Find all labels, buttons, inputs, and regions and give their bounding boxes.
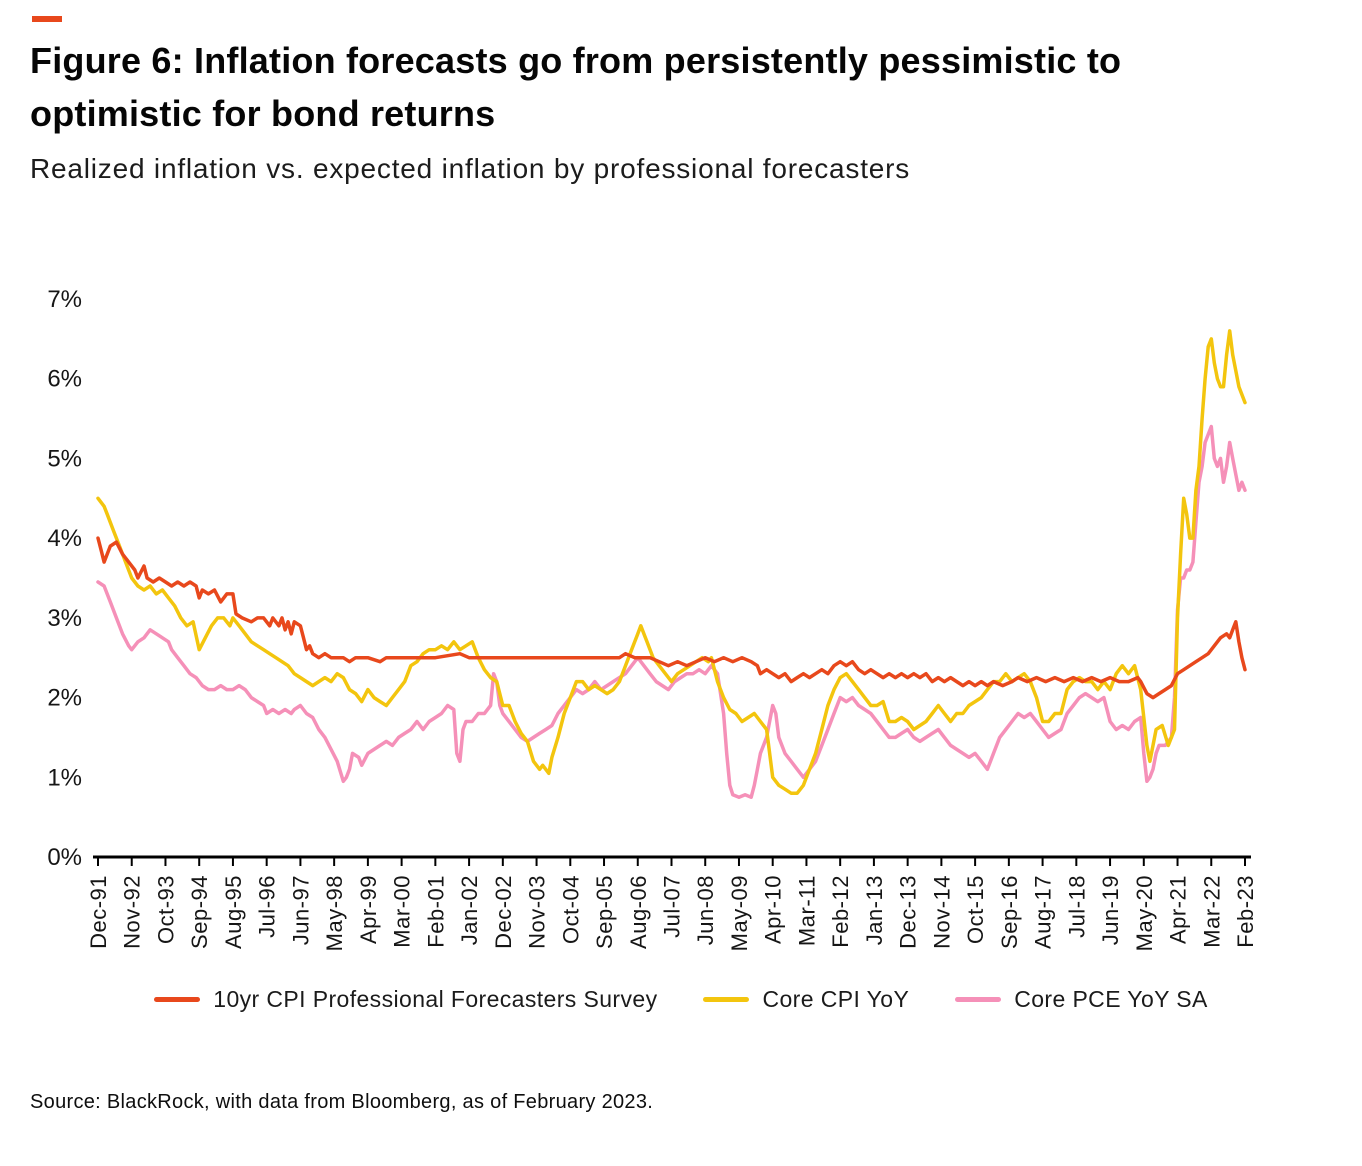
- x-axis-label: Jul-07: [660, 875, 685, 938]
- inflation-line-chart: 0% 1% 2% 3% 4% 5% 6% 7% Dec-91 Nov-92 Oct-93 Sep-94…: [30, 273, 1332, 978]
- x-axis-label: Aug-06: [626, 875, 651, 949]
- accent-bar: [32, 16, 62, 22]
- x-axis-label: Jul-18: [1064, 875, 1089, 938]
- y-axis-label: 5%: [47, 445, 82, 472]
- legend-item-core-cpi: Core CPI YoY: [703, 986, 909, 1013]
- y-axis-label: 3%: [47, 604, 82, 631]
- legend-swatch-core-pce: [955, 996, 1002, 1002]
- x-axis-label: May-20: [1132, 875, 1157, 951]
- x-axis-label: Feb-23: [1233, 875, 1258, 948]
- source-note: Source: BlackRock, with data from Bloomb…: [30, 1090, 654, 1113]
- legend-item-core-pce: Core PCE YoY SA: [955, 986, 1208, 1013]
- x-axis-label: Mar-00: [390, 875, 415, 948]
- x-axis-label: Oct-93: [153, 875, 178, 944]
- legend-swatch-core-cpi: [703, 996, 750, 1002]
- figure-title: Figure 6: Inflation forecasts go from pe…: [30, 40, 1122, 135]
- x-axis-label: Jun-19: [1098, 875, 1123, 945]
- x-axis-label: Nov-14: [929, 875, 954, 949]
- y-axis-label: 4%: [47, 525, 82, 552]
- x-axis-label: Sep-16: [997, 875, 1022, 949]
- x-axis-label: Nov-03: [525, 875, 550, 949]
- y-axis-label: 6%: [47, 365, 82, 392]
- x-axis-label: Feb-12: [828, 875, 853, 948]
- x-axis-label: Mar-22: [1199, 875, 1224, 948]
- x-axis-label: Oct-15: [963, 875, 988, 944]
- x-axis-label: Dec-13: [896, 875, 921, 949]
- x-axis-label: Oct-04: [558, 875, 583, 944]
- x-axis-label: May-09: [727, 875, 752, 951]
- legend-swatch-forecast-survey: [154, 996, 201, 1002]
- x-axis-label: Jun-97: [288, 875, 313, 945]
- x-axis-label: Mar-11: [794, 875, 819, 946]
- x-axis-label: Apr-99: [356, 875, 381, 944]
- legend-label-forecast-survey: 10yr CPI Professional Forecasters Survey: [213, 985, 658, 1012]
- report-figure-page: Figure 6: Inflation forecasts go from pe…: [30, 16, 1332, 1113]
- x-axis-label: Nov-92: [120, 875, 145, 949]
- x-axis-label: Aug-95: [221, 875, 246, 949]
- x-axis-label: Apr-21: [1166, 875, 1191, 944]
- series-line-core-pce-yoy-sa: [96, 424, 1247, 799]
- x-axis-label: Aug-17: [1031, 875, 1056, 949]
- series-line-10yr-cpi-professional-forecasters-survey: [96, 535, 1247, 699]
- y-axis-label: 0%: [47, 844, 82, 871]
- x-axis-label: Jul-96: [255, 875, 280, 938]
- x-axis-label: Sep-94: [187, 875, 212, 949]
- chart-canvas: 0% 1% 2% 3% 4% 5% 6% 7% Dec-91 Nov-92 Oct-93 Sep-94…: [47, 286, 1258, 951]
- y-axis-label: 1%: [47, 764, 82, 791]
- x-axis-label: Dec-02: [491, 875, 516, 949]
- x-axis-label: Dec-91: [86, 875, 111, 949]
- legend-item-forecast-survey: 10yr CPI Professional Forecasters Survey: [154, 986, 657, 1013]
- series-line-core-cpi-yoy: [96, 328, 1247, 795]
- x-axis-label: Apr-10: [761, 875, 786, 944]
- x-axis-label: Feb-01: [423, 875, 448, 948]
- chart-legend: 10yr CPI Professional Forecasters Survey…: [30, 986, 1332, 1013]
- x-axis-label: May-98: [322, 875, 347, 951]
- x-axis-label: Jun-08: [693, 875, 718, 945]
- legend-label-core-cpi: Core CPI YoY: [762, 985, 910, 1012]
- x-axis-label: Jan-02: [457, 875, 482, 945]
- legend-label-core-pce: Core PCE YoY SA: [1014, 985, 1208, 1012]
- x-axis-label: Jan-13: [862, 875, 887, 945]
- x-axis-label: Sep-05: [592, 875, 617, 949]
- y-axis-label: 7%: [47, 286, 82, 313]
- y-axis-label: 2%: [47, 684, 82, 711]
- figure-subtitle: Realized inflation vs. expected inflatio…: [30, 152, 911, 184]
